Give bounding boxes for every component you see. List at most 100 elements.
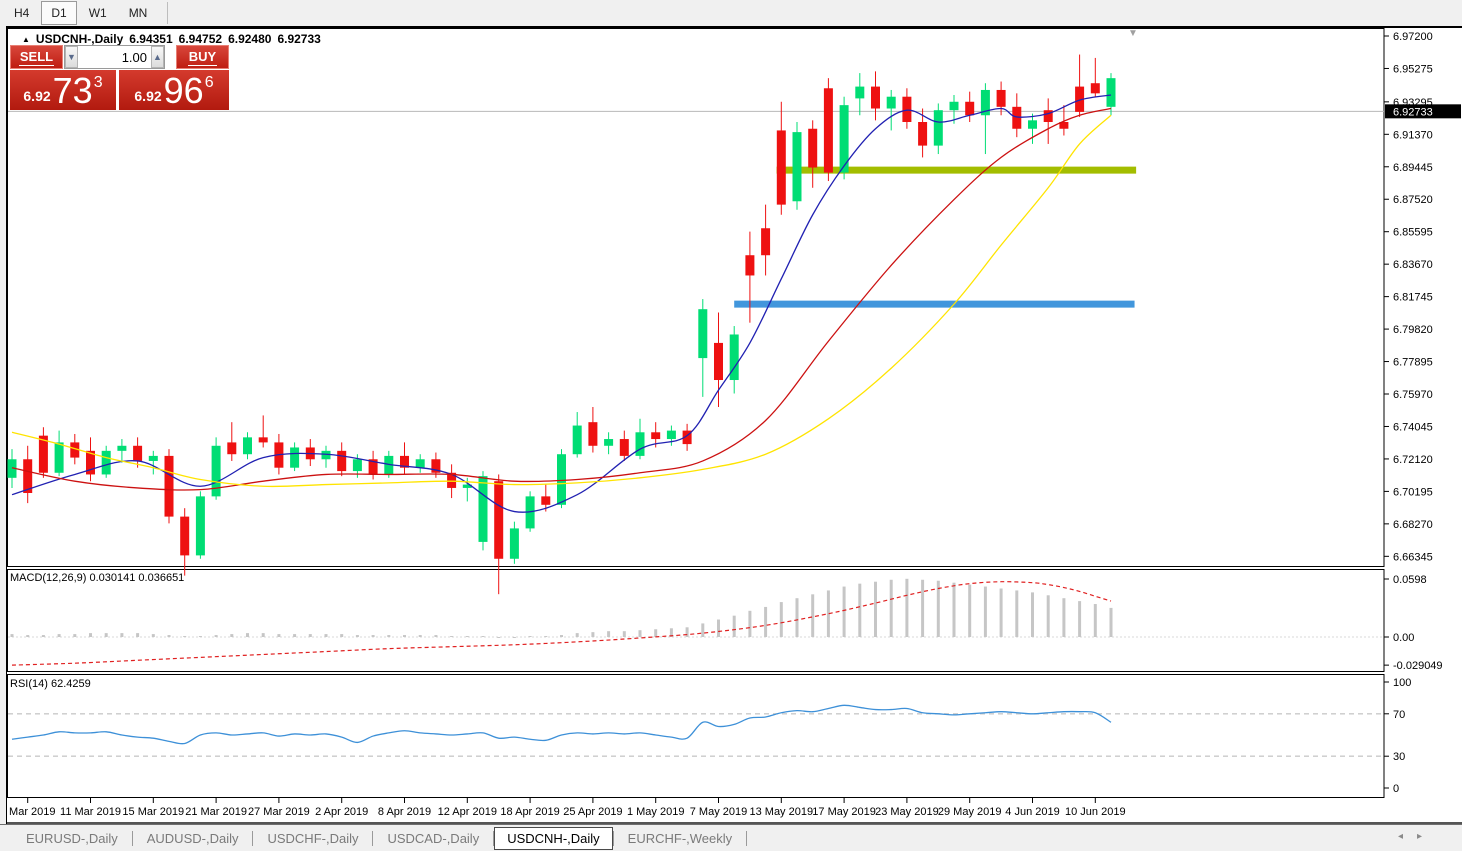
candle-body bbox=[1075, 86, 1085, 112]
candle-body bbox=[839, 105, 849, 173]
buy-price-point: 6 bbox=[204, 74, 214, 91]
tab-separator bbox=[612, 831, 614, 846]
macd-histogram-bar bbox=[324, 634, 328, 637]
candle-body bbox=[148, 455, 158, 461]
chart-tab-audusd[interactable]: AUDUSD-,Daily bbox=[146, 831, 239, 846]
buy-quote[interactable]: 6.92 96 6 bbox=[119, 70, 229, 110]
chart-tab-usdcad[interactable]: USDCAD-,Daily bbox=[387, 831, 480, 846]
candle-body bbox=[729, 334, 739, 381]
candle-body bbox=[290, 447, 300, 468]
chart-tab-usdchf[interactable]: USDCHF-,Daily bbox=[267, 831, 359, 846]
candle-body bbox=[368, 459, 378, 475]
chart-canvas[interactable]: 6.972006.952756.932956.913706.894456.875… bbox=[6, 26, 1462, 824]
candle-body bbox=[494, 481, 504, 559]
macd-name: MACD(12,26,9) bbox=[10, 572, 87, 584]
macd-histogram-bar bbox=[952, 582, 956, 637]
macd-histogram-bar bbox=[905, 578, 909, 637]
candle-body bbox=[666, 430, 676, 440]
macd-histogram-bar bbox=[685, 627, 689, 637]
chart-scroll-marker-icon[interactable]: ▼ bbox=[1128, 28, 1138, 39]
window-border-bottom bbox=[6, 822, 1462, 824]
rsi-axis-label: 70 bbox=[1393, 709, 1405, 721]
price-axis-label: 6.72120 bbox=[1393, 454, 1433, 466]
price-axis: 6.972006.952756.932956.913706.894456.875… bbox=[1384, 31, 1461, 563]
price-axis-label: 6.83670 bbox=[1393, 259, 1433, 271]
symbol-collapse-icon[interactable]: ▲ bbox=[22, 34, 30, 44]
macd-histogram-bar bbox=[544, 636, 548, 638]
macd-histogram-bar bbox=[921, 579, 925, 637]
candle-body bbox=[478, 476, 488, 542]
macd-pane: 0.0598 0.00 -0.029049 bbox=[8, 574, 1443, 672]
tab-separator bbox=[372, 831, 374, 846]
tab-scroll-right-icon[interactable]: ▸ bbox=[1416, 831, 1436, 842]
date-label: 18 Apr 2019 bbox=[500, 806, 559, 818]
candle-body bbox=[949, 101, 959, 111]
tab-scroll-arrows: ◂▸ bbox=[1398, 831, 1436, 842]
timeframe-button-d1[interactable]: D1 bbox=[41, 1, 77, 25]
sell-button-label: SELL bbox=[18, 48, 55, 66]
candle-body bbox=[164, 455, 174, 517]
candle-body bbox=[1012, 106, 1022, 129]
date-label: 5 Mar 2019 bbox=[6, 806, 56, 818]
volume-decrease-button[interactable]: ▼ bbox=[65, 46, 78, 68]
macd-histogram-bar bbox=[371, 635, 375, 637]
macd-histogram-bar bbox=[89, 633, 92, 637]
candle-body bbox=[180, 516, 190, 556]
tab-scroll-left-icon[interactable]: ◂ bbox=[1397, 831, 1417, 842]
window-border-top bbox=[6, 26, 1462, 28]
rsi-pane-frame bbox=[7, 674, 1385, 798]
macd-histogram-bar bbox=[434, 635, 438, 637]
chart-tab-eurusd[interactable]: EURUSD-,Daily bbox=[26, 831, 118, 846]
volume-increase-button[interactable]: ▲ bbox=[151, 46, 164, 68]
candle-body bbox=[572, 425, 582, 455]
date-label: 21 Mar 2019 bbox=[185, 806, 247, 818]
candle-body bbox=[86, 450, 95, 475]
date-label: 17 May 2019 bbox=[812, 806, 876, 818]
candle-body bbox=[462, 484, 472, 488]
macd-histogram-bar bbox=[1015, 590, 1019, 637]
chart-tab-usdcnh[interactable]: USDCNH-,Daily bbox=[494, 827, 613, 850]
timeframe-button-w1[interactable]: W1 bbox=[88, 6, 107, 20]
date-label: 8 Apr 2019 bbox=[378, 806, 431, 818]
macd-histogram-bar bbox=[26, 635, 30, 637]
macd-histogram-bar bbox=[167, 635, 171, 637]
buy-button[interactable]: BUY bbox=[176, 45, 229, 69]
candle-body bbox=[823, 88, 833, 173]
candle-body bbox=[1028, 120, 1037, 129]
candle-body bbox=[588, 422, 598, 446]
candle-body bbox=[792, 132, 802, 202]
price-axis-label: 6.79820 bbox=[1393, 324, 1433, 336]
macd-histogram-bar bbox=[418, 635, 422, 637]
candle-body bbox=[1043, 110, 1053, 123]
ohlc-low: 6.92480 bbox=[228, 32, 272, 46]
sell-button[interactable]: SELL bbox=[10, 45, 63, 69]
volume-input[interactable] bbox=[78, 46, 151, 68]
macd-histogram-bar bbox=[450, 636, 454, 638]
macd-histogram-bar bbox=[308, 634, 312, 637]
macd-histogram-bar bbox=[748, 610, 752, 637]
macd-histogram-bar bbox=[261, 633, 265, 637]
candle-body bbox=[70, 442, 80, 458]
macd-histogram-bar bbox=[607, 631, 611, 637]
date-label: 13 May 2019 bbox=[749, 806, 813, 818]
macd-label: MACD(12,26,9) 0.030141 0.036651 bbox=[10, 572, 184, 584]
macd-histogram-bar bbox=[355, 635, 359, 637]
date-label: 29 May 2019 bbox=[938, 806, 1002, 818]
price-axis-label: 6.77895 bbox=[1393, 357, 1433, 369]
rsi-axis-label: 100 bbox=[1393, 677, 1411, 689]
date-label: 25 Apr 2019 bbox=[563, 806, 622, 818]
macd-pane-frame bbox=[7, 569, 1385, 672]
candle-body bbox=[761, 228, 771, 256]
sell-quote[interactable]: 6.92 73 3 bbox=[10, 70, 116, 110]
macd-histogram-bar bbox=[560, 635, 563, 637]
candle-body bbox=[635, 432, 645, 456]
timeframe-button-mn[interactable]: MN bbox=[128, 6, 148, 20]
date-label: 15 Mar 2019 bbox=[122, 806, 184, 818]
candle-body bbox=[965, 101, 975, 116]
timeframe-toolbar: H4 D1 W1 MN bbox=[0, 0, 1462, 26]
macd-histogram-bar bbox=[214, 635, 218, 637]
chart-tab-eurchf[interactable]: EURCHF-,Weekly bbox=[627, 831, 733, 846]
macd-histogram-bar bbox=[1031, 592, 1034, 637]
ma-fast-blue bbox=[11, 94, 1112, 513]
timeframe-button-h4[interactable]: H4 bbox=[14, 6, 30, 20]
